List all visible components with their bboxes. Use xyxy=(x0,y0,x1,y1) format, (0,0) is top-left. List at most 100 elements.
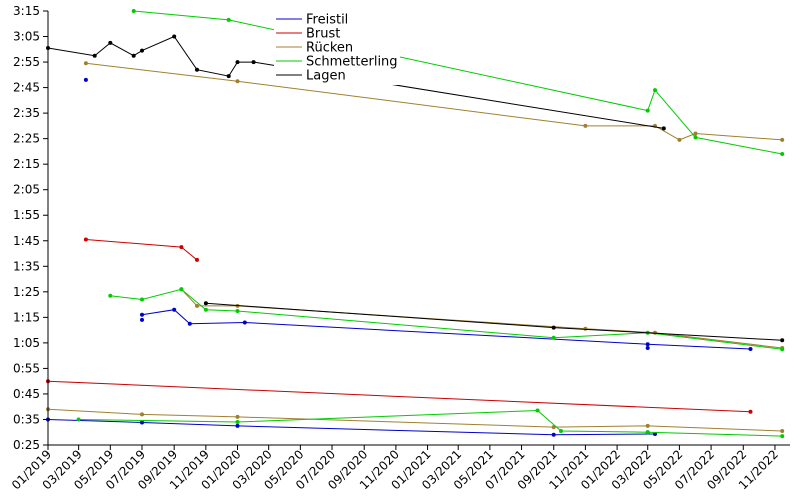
data-point xyxy=(235,423,240,428)
data-point xyxy=(131,9,136,13)
data-point xyxy=(83,237,88,242)
data-point xyxy=(693,131,698,136)
data-point xyxy=(653,432,657,436)
legend-label: Schmetterling xyxy=(306,55,398,70)
series-4 xyxy=(46,34,785,343)
y-tick-label: 1:15 xyxy=(13,310,40,324)
legend-label: Lagen xyxy=(306,69,346,84)
series-0 xyxy=(46,77,753,437)
data-point xyxy=(559,429,563,433)
data-point xyxy=(748,409,753,414)
data-point xyxy=(535,408,540,413)
data-point xyxy=(203,301,208,306)
data-point xyxy=(645,108,650,113)
data-point xyxy=(661,126,666,131)
y-tick-label: 2:35 xyxy=(13,106,40,120)
series-line xyxy=(47,380,751,413)
data-point xyxy=(108,40,113,45)
y-tick-label: 1:55 xyxy=(13,208,40,222)
data-point xyxy=(140,297,144,302)
y-tick-label: 0:25 xyxy=(13,438,40,452)
legend-label: Brust xyxy=(306,27,340,42)
y-tick-label: 2:25 xyxy=(13,132,40,146)
data-point xyxy=(140,317,144,322)
data-point xyxy=(140,312,144,317)
data-point xyxy=(677,137,682,142)
y-tick-label: 2:05 xyxy=(13,183,40,197)
y-tick-label: 2:15 xyxy=(13,157,40,171)
legend-label: Freistil xyxy=(306,13,348,28)
data-point xyxy=(179,245,184,250)
series-1 xyxy=(46,237,753,414)
data-point xyxy=(195,67,199,72)
data-point xyxy=(583,123,588,128)
data-point xyxy=(551,335,556,340)
y-tick-label: 1:35 xyxy=(13,259,40,273)
data-point xyxy=(195,257,199,262)
series-line xyxy=(85,239,198,261)
data-point xyxy=(242,320,247,325)
data-point xyxy=(76,417,81,422)
y-tick-label: 3:15 xyxy=(13,4,40,18)
series-line xyxy=(205,302,783,341)
data-point xyxy=(195,303,199,308)
y-tick-label: 0:45 xyxy=(13,387,40,401)
data-point xyxy=(780,152,785,156)
data-point xyxy=(187,321,192,326)
y-tick-label: 3:05 xyxy=(13,30,40,44)
data-point xyxy=(235,79,240,84)
data-point xyxy=(780,338,785,343)
data-point xyxy=(172,307,177,312)
y-tick-label: 0:55 xyxy=(13,361,40,375)
data-point xyxy=(645,346,650,350)
y-tick-label: 1:25 xyxy=(13,285,40,299)
data-point xyxy=(645,430,650,435)
data-point xyxy=(92,53,97,58)
data-point xyxy=(251,60,256,65)
data-point xyxy=(235,420,240,424)
series-line xyxy=(181,288,783,349)
data-point xyxy=(83,61,88,66)
data-point xyxy=(645,423,650,428)
data-point xyxy=(645,342,650,347)
data-point xyxy=(780,429,785,433)
data-point xyxy=(83,77,88,82)
data-point xyxy=(693,135,698,140)
y-tick-label: 1:05 xyxy=(13,336,40,350)
data-point xyxy=(226,17,231,22)
series-line xyxy=(85,62,783,141)
legend-label: Rücken xyxy=(306,41,353,56)
y-tick-label: 2:45 xyxy=(13,81,40,95)
data-point xyxy=(235,309,240,313)
y-tick-label: 0:35 xyxy=(13,412,40,426)
data-point xyxy=(179,287,184,292)
data-point xyxy=(140,420,144,425)
data-point xyxy=(780,434,785,439)
series-line xyxy=(47,408,783,432)
series-line xyxy=(141,309,751,350)
series-line xyxy=(133,10,783,155)
data-point xyxy=(140,412,144,417)
data-point xyxy=(235,414,240,419)
data-point xyxy=(172,34,177,39)
y-tick-label: 1:45 xyxy=(13,234,40,248)
data-point xyxy=(131,53,136,58)
data-point xyxy=(551,325,556,330)
y-tick-label: 2:55 xyxy=(13,55,40,69)
data-point xyxy=(653,88,657,93)
data-point xyxy=(226,74,231,79)
series-line xyxy=(78,409,783,437)
data-point xyxy=(235,60,240,65)
data-point xyxy=(140,48,144,53)
series-3 xyxy=(76,9,785,439)
data-point xyxy=(551,432,556,437)
data-point xyxy=(780,137,785,142)
plot-series xyxy=(46,9,785,439)
data-point xyxy=(203,307,208,312)
series-2 xyxy=(46,61,785,433)
data-point xyxy=(780,347,785,352)
data-point xyxy=(108,293,113,298)
